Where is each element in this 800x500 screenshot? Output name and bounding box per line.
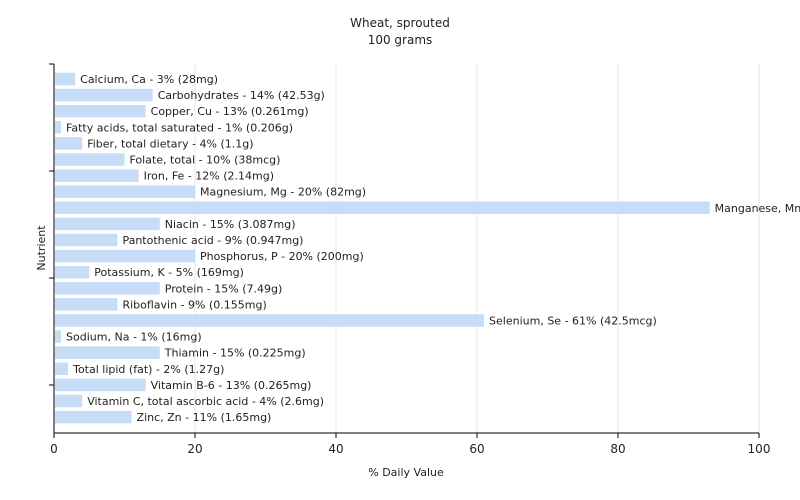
bars [55, 72, 710, 424]
bar [55, 249, 195, 263]
bar [55, 72, 76, 86]
bar [55, 201, 710, 215]
x-tick-label: 80 [610, 442, 625, 456]
y-axis-label: Nutrient [35, 225, 48, 271]
bar-labels: Calcium, Ca - 3% (28mg) Carbohydrates - 1… [66, 73, 800, 424]
bar [55, 153, 125, 166]
bar [55, 185, 195, 198]
bar-label: Potassium, K - 5% (169mg) [94, 266, 244, 279]
chart-subtitle: 100 grams [368, 33, 433, 47]
bar-label: Protein - 15% (7.49g) [165, 282, 283, 295]
chart-title: Wheat, sprouted [350, 16, 450, 30]
bar [55, 88, 153, 102]
bar-label: Riboflavin - 9% (0.155mg) [122, 298, 266, 311]
bar-label: Thiamin - 15% (0.225mg) [164, 347, 306, 360]
bar [55, 298, 118, 311]
axes [49, 63, 760, 438]
bar-label: Niacin - 15% (3.087mg) [165, 218, 296, 231]
bar-label: Fiber, total dietary - 4% (1.1g) [87, 137, 253, 150]
bar [55, 362, 69, 376]
bar [55, 314, 485, 327]
x-tick-label: 40 [328, 442, 343, 456]
bar [55, 378, 146, 392]
x-tick-label: 100 [748, 442, 771, 456]
bar-label: Manganese, Mn - 93% (1.858mg) [715, 202, 800, 215]
bar-label: Calcium, Ca - 3% (28mg) [80, 73, 218, 86]
bar-label: Zinc, Zn - 11% (1.65mg) [137, 411, 272, 424]
bar [55, 104, 146, 118]
bar [55, 217, 160, 231]
x-tick-label: 20 [187, 442, 202, 456]
bar [55, 410, 132, 424]
bar-label: Pantothenic acid - 9% (0.947mg) [122, 234, 303, 247]
bar-label: Fatty acids, total saturated - 1% (0.206… [66, 121, 293, 134]
x-tick-label: 0 [50, 442, 58, 456]
bar-label: Phosphorus, P - 20% (200mg) [200, 250, 364, 263]
bar [55, 346, 160, 359]
grid-lines [194, 64, 760, 433]
bar [55, 282, 160, 295]
bar-label: Folate, total - 10% (38mcg) [130, 154, 281, 167]
bar-label: Iron, Fe - 12% (2.14mg) [144, 170, 274, 183]
bar-label: Total lipid (fat) - 2% (1.27g) [72, 363, 224, 376]
bar [55, 121, 62, 134]
bar [55, 137, 83, 150]
bar-label: Sodium, Na - 1% (16mg) [66, 331, 202, 344]
bar-label: Vitamin B-6 - 13% (0.265mg) [151, 379, 312, 392]
bar-label: Vitamin C, total ascorbic acid - 4% (2.6… [87, 395, 324, 408]
bar-label: Carbohydrates - 14% (42.53g) [158, 89, 325, 102]
bar-label: Magnesium, Mg - 20% (82mg) [200, 186, 366, 199]
bar [55, 394, 83, 408]
x-tick-labels: 0 20 40 60 80 100 [50, 442, 770, 456]
bar [55, 265, 90, 279]
x-tick-label: 60 [469, 442, 484, 456]
bar [55, 169, 139, 182]
bar [55, 330, 62, 343]
bar-label: Copper, Cu - 13% (0.261mg) [151, 105, 309, 118]
x-axis-label: % Daily Value [368, 466, 444, 479]
bar-label: Selenium, Se - 61% (42.5mcg) [489, 315, 657, 328]
bar [55, 233, 118, 247]
